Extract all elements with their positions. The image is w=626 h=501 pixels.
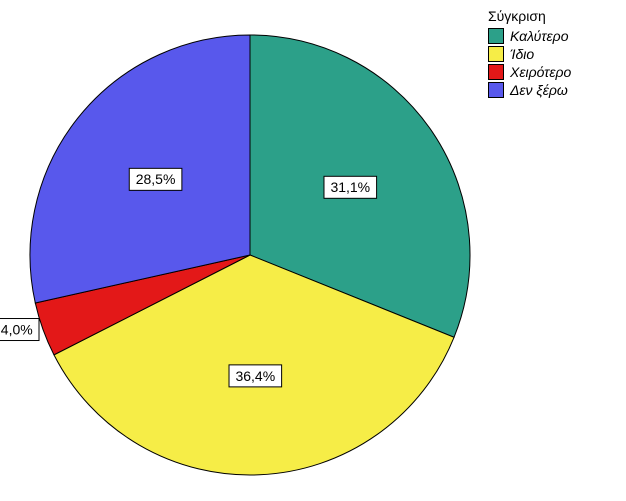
slice-label-kalytero: 31,1%	[330, 179, 370, 195]
slice-label-idio: 36,4%	[235, 368, 275, 384]
slice-label-denxero: 28,5%	[136, 171, 176, 187]
legend-label-kalytero: Καλύτερο	[510, 28, 568, 44]
slice-label-xeirotero: 4,0%	[1, 321, 33, 337]
legend-swatch-idio	[488, 46, 504, 62]
legend-swatch-kalytero	[488, 28, 504, 44]
legend-swatch-xeirotero	[488, 64, 504, 80]
legend-item-idio: Ίδιο	[488, 46, 571, 62]
legend: Σύγκριση Καλύτερο Ίδιο Χειρότερο Δεν ξέρω	[488, 8, 571, 100]
pie-chart-container: 31,1% 36,4% 4,0% 28,5% Σύγκριση Καλύτερο Ίδι…	[0, 0, 626, 501]
legend-label-denxero: Δεν ξέρω	[510, 82, 568, 98]
legend-title: Σύγκριση	[488, 8, 571, 24]
legend-item-denxero: Δεν ξέρω	[488, 82, 571, 98]
legend-label-idio: Ίδιο	[510, 46, 534, 62]
legend-label-xeirotero: Χειρότερο	[510, 64, 571, 80]
legend-item-xeirotero: Χειρότερο	[488, 64, 571, 80]
legend-item-kalytero: Καλύτερο	[488, 28, 571, 44]
legend-swatch-denxero	[488, 82, 504, 98]
